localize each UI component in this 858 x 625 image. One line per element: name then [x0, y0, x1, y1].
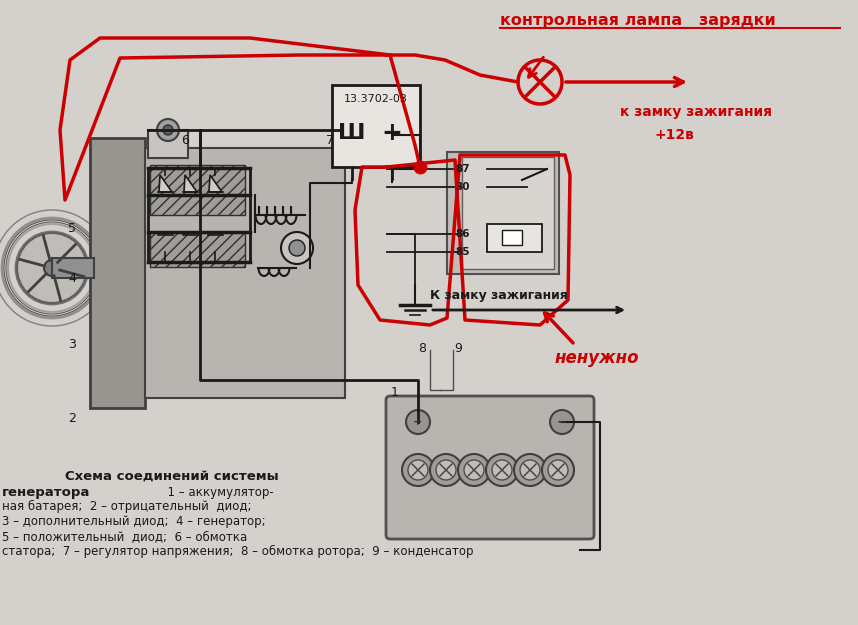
- Text: +: +: [414, 417, 423, 427]
- Text: ная батарея;  2 – отрицательный  диод;: ная батарея; 2 – отрицательный диод;: [2, 500, 251, 513]
- Circle shape: [492, 460, 512, 480]
- Text: генератора: генератора: [2, 486, 90, 499]
- Text: 4: 4: [68, 271, 76, 284]
- Text: Схема соединений системы: Схема соединений системы: [65, 470, 279, 483]
- Circle shape: [157, 119, 179, 141]
- Text: к замку зажигания: к замку зажигания: [620, 105, 772, 119]
- Text: 85: 85: [455, 247, 469, 257]
- Text: 2: 2: [68, 411, 76, 424]
- Text: 7: 7: [326, 134, 334, 146]
- Text: статора;  7 – регулятор напряжения;  8 – обмотка ротора;  9 – конденсатор: статора; 7 – регулятор напряжения; 8 – о…: [2, 545, 474, 558]
- Bar: [148, 130, 188, 158]
- Bar: [447, 152, 559, 274]
- Circle shape: [402, 454, 434, 486]
- Bar: [502, 230, 522, 245]
- Circle shape: [17, 233, 87, 303]
- Text: К замку зажигания: К замку зажигания: [430, 289, 568, 302]
- Polygon shape: [209, 175, 222, 192]
- Text: контрольная лампа   зарядки: контрольная лампа зарядки: [500, 12, 776, 28]
- Bar: [52, 258, 94, 278]
- Text: 1 – аккумулятор-: 1 – аккумулятор-: [130, 486, 274, 499]
- Circle shape: [550, 410, 574, 434]
- Text: −: −: [557, 416, 567, 429]
- Circle shape: [514, 454, 546, 486]
- Circle shape: [520, 460, 540, 480]
- Text: ненужно: ненужно: [555, 349, 639, 367]
- Bar: [150, 165, 245, 215]
- Circle shape: [458, 454, 490, 486]
- Circle shape: [464, 460, 484, 480]
- Text: 8: 8: [418, 341, 426, 354]
- Polygon shape: [184, 235, 197, 252]
- Text: +: +: [382, 121, 402, 145]
- Polygon shape: [159, 235, 172, 252]
- Circle shape: [548, 460, 568, 480]
- Text: +12в: +12в: [655, 128, 695, 142]
- Bar: [332, 85, 420, 167]
- Bar: [462, 157, 554, 269]
- Text: 5 – положительный  диод;  6 – обмотка: 5 – положительный диод; 6 – обмотка: [2, 530, 247, 543]
- Text: 3 – дополнительный диод;  4 – генератор;: 3 – дополнительный диод; 4 – генератор;: [2, 515, 266, 528]
- Circle shape: [289, 240, 305, 256]
- Bar: [487, 224, 542, 252]
- Circle shape: [436, 460, 456, 480]
- Circle shape: [542, 454, 574, 486]
- Circle shape: [44, 260, 60, 276]
- Polygon shape: [159, 175, 172, 192]
- Text: 3: 3: [68, 339, 76, 351]
- Circle shape: [406, 410, 430, 434]
- Text: 86: 86: [455, 229, 469, 239]
- Bar: [90, 138, 145, 408]
- Polygon shape: [209, 235, 222, 252]
- Circle shape: [408, 460, 428, 480]
- Bar: [150, 232, 245, 267]
- Text: 87: 87: [455, 164, 469, 174]
- Text: 6: 6: [181, 134, 189, 146]
- Circle shape: [281, 232, 313, 264]
- Circle shape: [430, 454, 462, 486]
- Circle shape: [163, 125, 173, 135]
- Text: 9: 9: [454, 341, 462, 354]
- Bar: [145, 148, 345, 398]
- Text: Ш: Ш: [338, 123, 366, 143]
- FancyBboxPatch shape: [386, 396, 594, 539]
- Circle shape: [486, 454, 518, 486]
- Polygon shape: [184, 175, 197, 192]
- Text: 1: 1: [391, 386, 399, 399]
- Text: 30: 30: [455, 182, 469, 192]
- Text: 13.3702-03: 13.3702-03: [344, 94, 408, 104]
- Text: 5: 5: [68, 221, 76, 234]
